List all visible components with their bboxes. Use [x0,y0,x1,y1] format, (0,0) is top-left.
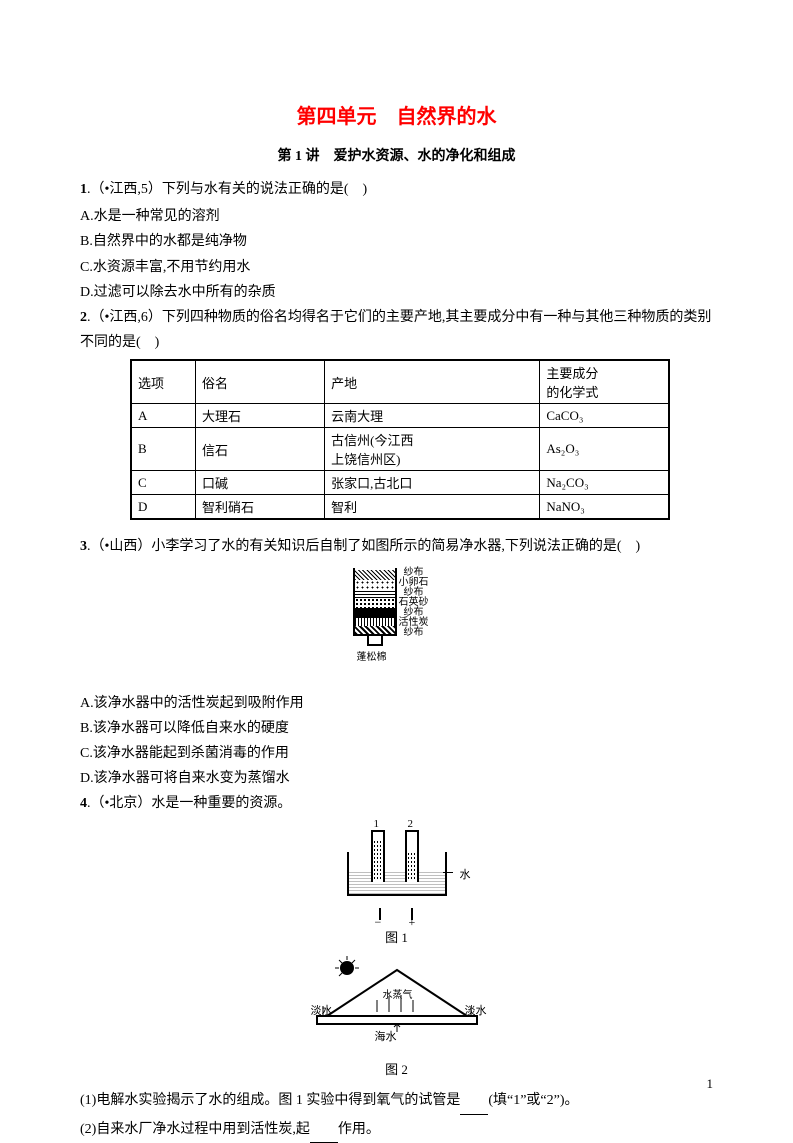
q4-sub2-pre: (2)自来水厂净水过程中用到活性炭,起 [80,1122,310,1137]
vapor-label: 水蒸气 [383,986,413,1001]
cell: Na₂CO₃ [540,471,669,495]
question-3: 3.（•山西）小李学习了水的有关知识后自制了如图所示的简易净水器,下列说法正确的… [80,534,713,559]
question-2: 2.（•江西,6）下列四种物质的俗名均得名于它们的主要产地,其主要成分中有一种与… [80,305,713,355]
fresh-water-left: 淡水 [311,1002,333,1018]
arrow-icon [443,872,453,873]
bubbles [373,840,383,880]
th-place: 产地 [325,360,540,404]
neg-label: − [375,915,382,930]
q3-option-c: C.该净水器能起到杀菌消毒的作用 [80,741,713,766]
q1-number: 1 [80,182,87,197]
q3-number: 3 [80,539,87,554]
table-row: C 口碱 张家口,古北口 Na₂CO₃ [131,471,669,495]
neck [367,634,383,646]
table-row: D 智利硝石 智利 NaNO₃ [131,495,669,520]
q2-stem: .（•江西,6）下列四种物质的俗名均得名于它们的主要产地,其主要成分中有一种与其… [80,310,711,350]
blank-field[interactable] [460,1088,488,1114]
cell: 张家口,古北口 [325,471,540,495]
distillation-diagram: 淡水 淡水 水蒸气 海水 [297,956,497,1046]
cell: B [131,428,196,471]
layer [355,590,395,598]
cell: 口碱 [196,471,325,495]
question-4: 4.（•北京）水是一种重要的资源。 [80,791,713,816]
electrolysis-diagram: 1 2 水 − + [327,824,467,914]
table-row: B 信石 古信州(今江西 上饶信州区) As₂O₃ [131,428,669,471]
layer-label: 纱布 [399,588,429,598]
water-fill [349,872,445,894]
q4-sub1-post: (填“1”或“2”)。 [488,1093,578,1108]
q4-figure-1: 1 2 水 − + [80,824,713,919]
th-formula: 主要成分 的化学式 [540,360,669,404]
cell: A [131,404,196,428]
cell: CaCO₃ [540,404,669,428]
blank-field[interactable] [310,1117,338,1143]
th-name: 俗名 [196,360,325,404]
q4-number: 4 [80,796,87,811]
cell: NaNO₃ [540,495,669,520]
fresh-water-right: 淡水 [465,1002,487,1018]
cell: 智利硝石 [196,495,325,520]
layer-label: 小卵石 [399,578,429,588]
layer [355,570,395,580]
layer [355,608,395,618]
cell: C [131,471,196,495]
bottom-label: 蓬松棉 [357,648,387,663]
q3-option-d: D.该净水器可将自来水变为蒸馏水 [80,766,713,791]
q4-sub2: (2)自来水厂净水过程中用到活性炭,起 作用。 [80,1117,713,1143]
q4-figure-2: 淡水 淡水 水蒸气 海水 [80,956,713,1051]
q2-number: 2 [80,310,87,325]
pos-label: + [409,915,416,930]
seawater-label: 海水 [375,1028,397,1044]
q4-sub2-post: 作用。 [338,1122,380,1137]
q1-option-b: B.自然界中的水都是纯净物 [80,229,713,254]
layer-label: 纱布 [399,608,429,618]
layer [355,618,395,626]
q1-option-d: D.过滤可以除去水中所有的杂质 [80,280,713,305]
figure-1-caption: 图 1 [80,927,713,946]
water-label: 水 [460,866,471,882]
layer-label: 活性炭 [399,618,429,628]
water-purifier-diagram: 纱布 小卵石 纱布 石英砂 纱布 活性炭 纱布 蓬松棉 [337,568,457,678]
q3-stem: .（•山西）小李学习了水的有关知识后自制了如图所示的简易净水器,下列说法正确的是… [87,539,640,554]
purifier-labels: 纱布 小卵石 纱布 石英砂 纱布 活性炭 纱布 [399,568,429,638]
th-option: 选项 [131,360,196,404]
layer [355,626,395,634]
layer-label: 纱布 [399,628,429,638]
q3-figure: 纱布 小卵石 纱布 石英砂 纱布 活性炭 纱布 蓬松棉 [80,568,713,683]
layer-label: 石英砂 [399,598,429,608]
cell: D [131,495,196,520]
q3-option-b: B.该净水器可以降低自来水的硬度 [80,716,713,741]
tube-2-label: 2 [408,818,414,830]
q4-stem: .（•北京）水是一种重要的资源。 [87,796,291,811]
q1-option-c: C.水资源丰富,不用节约用水 [80,255,713,280]
tube-1-label: 1 [374,818,380,830]
q4-sub1: (1)电解水实验揭示了水的组成。图 1 实验中得到氧气的试管是 (填“1”或“2… [80,1088,713,1114]
cell: 云南大理 [325,404,540,428]
unit-title: 第四单元 自然界的水 [80,100,713,129]
q1-option-a: A.水是一种常见的溶剂 [80,204,713,229]
cell: 智利 [325,495,540,520]
lesson-subtitle: 第 1 讲 爱护水资源、水的净化和组成 [80,145,713,165]
cell: 古信州(今江西 上饶信州区) [325,428,540,471]
q4-sub1-pre: (1)电解水实验揭示了水的组成。图 1 实验中得到氧气的试管是 [80,1093,460,1108]
q3-option-a: A.该净水器中的活性炭起到吸附作用 [80,691,713,716]
cell: As₂O₃ [540,428,669,471]
question-1: 1.（•江西,5）下列与水有关的说法正确的是( ) [80,177,713,202]
q2-table: 选项 俗名 产地 主要成分 的化学式 A 大理石 云南大理 CaCO₃ B 信石… [130,359,670,520]
cell: 大理石 [196,404,325,428]
bubbles [407,852,417,880]
q1-stem: .（•江西,5）下列与水有关的说法正确的是( ) [87,182,367,197]
layer [355,598,395,608]
layer [355,580,395,590]
table-row: A 大理石 云南大理 CaCO₃ [131,404,669,428]
layer-label: 纱布 [399,568,429,578]
cell: 信石 [196,428,325,471]
page-number: 1 [707,1076,714,1092]
table-header-row: 选项 俗名 产地 主要成分 的化学式 [131,360,669,404]
distill-svg [297,956,497,1046]
figure-2-caption: 图 2 [80,1059,713,1078]
